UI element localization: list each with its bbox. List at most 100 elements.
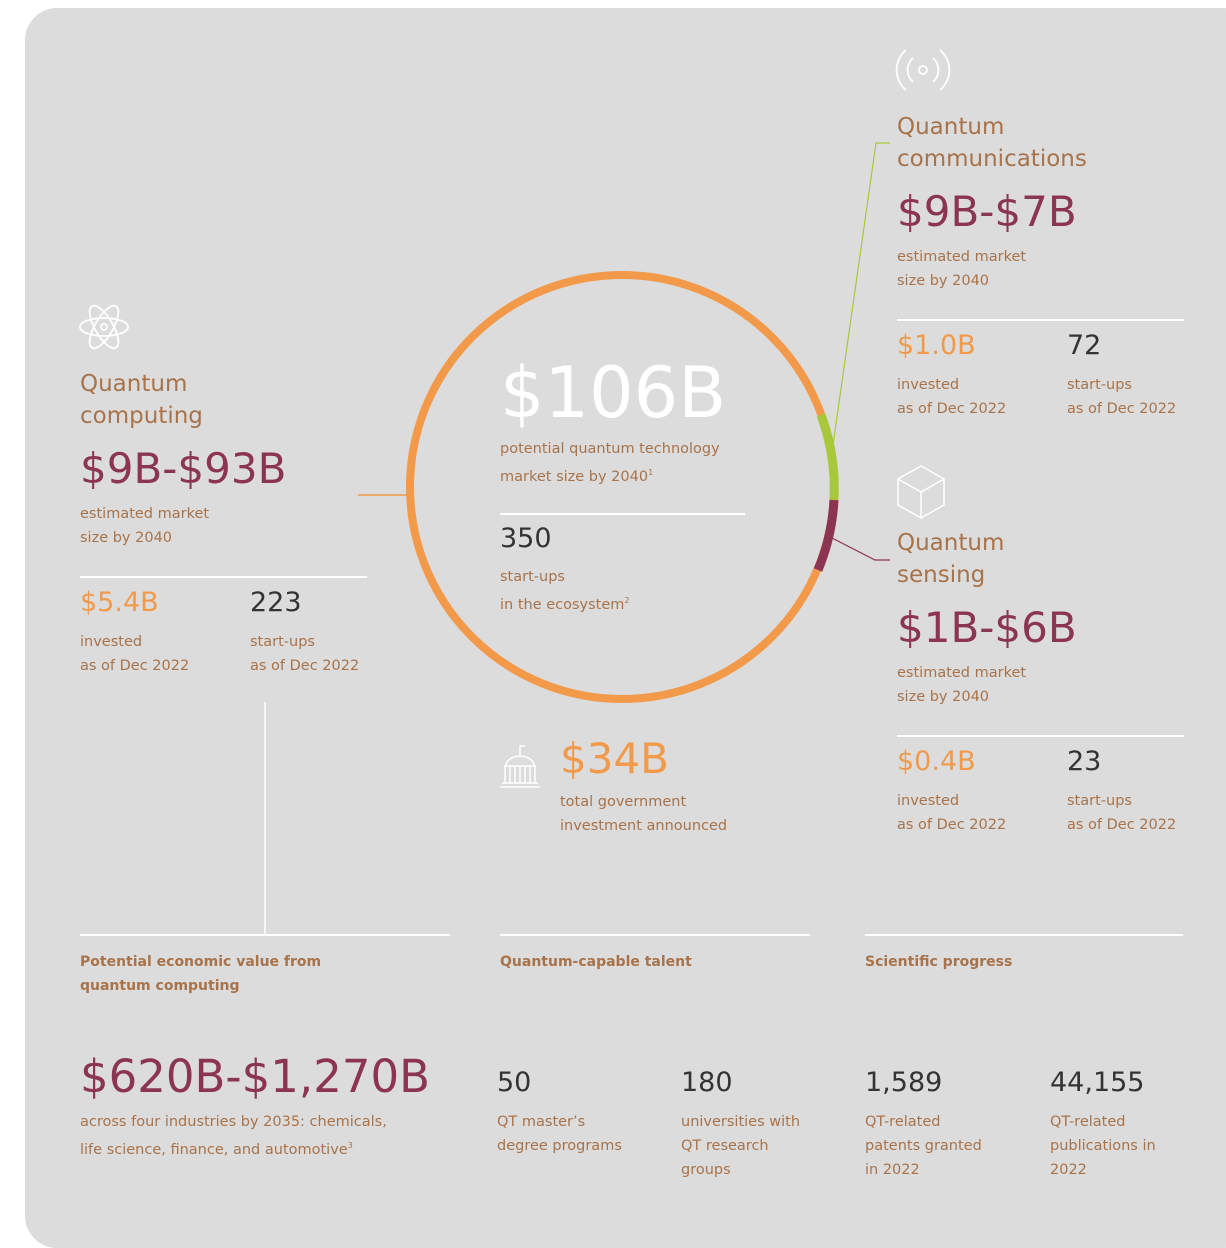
segment-range-label-line: size by 2040: [80, 530, 173, 546]
section-heading: Potential economic value from quantum com…: [80, 950, 321, 998]
gov-label: total government investment announced: [560, 790, 727, 838]
stat-label-line: in 2022: [865, 1162, 920, 1178]
startups-label: start-ups as of Dec 2022: [250, 630, 359, 678]
startups: 223: [250, 587, 302, 618]
invested-label: invested as of Dec 2022: [80, 630, 189, 678]
rule: [897, 319, 1184, 321]
segment-range-label: estimated market size by 2040: [80, 502, 209, 550]
segment-title: Quantum communications: [897, 111, 1087, 175]
startups-label: start-ups as of Dec 2022: [1067, 789, 1176, 837]
total-startups-label: start-ups in the ecosystem2: [500, 565, 630, 617]
segment-title-line: Quantum: [897, 530, 1005, 556]
economic-label-line: life science, finance, and automotive3: [80, 1141, 353, 1158]
footnote: 1: [648, 468, 654, 477]
invested-label-line: as of Dec 2022: [897, 401, 1007, 417]
stat-label-line: publications in: [1050, 1138, 1156, 1154]
startups-label-line: as of Dec 2022: [1067, 817, 1177, 833]
section-heading: Scientific progress: [865, 950, 1012, 974]
stat-label-line: groups: [681, 1162, 731, 1178]
total-value: $106B: [500, 352, 727, 434]
stat-label-line: QT-related: [1050, 1114, 1126, 1130]
total-label-line: market size by 20401: [500, 468, 654, 485]
startups: 72: [1067, 330, 1102, 361]
rule: [80, 934, 450, 936]
startups-label-line: start-ups: [1067, 793, 1132, 809]
segment-title-line: communications: [897, 146, 1087, 172]
segment-title-line: Quantum: [897, 114, 1005, 140]
segment-range: $9B-$93B: [80, 444, 287, 493]
invested: $1.0B: [897, 330, 976, 361]
icon-cube: [897, 465, 945, 519]
segment-range-label-line: size by 2040: [897, 689, 990, 705]
total-label: potential quantum technology market size …: [500, 437, 720, 489]
stat-label: QT master’s degree programs: [497, 1110, 622, 1158]
invested-label: invested as of Dec 2022: [897, 789, 1006, 837]
card: [25, 8, 1226, 1248]
segment-title: Quantum computing: [80, 368, 203, 432]
segment-range-label-line: estimated market: [897, 665, 1027, 681]
startups-label-line: as of Dec 2022: [1067, 401, 1177, 417]
stat-label: QT-related patents granted in 2022: [865, 1110, 982, 1182]
invested-label-line: invested: [80, 634, 143, 650]
stat-label-line: QT-related: [865, 1114, 941, 1130]
rule: [500, 934, 810, 936]
section-heading-line: Potential economic value from: [80, 954, 322, 970]
footnote: 2: [624, 596, 630, 605]
gov-value: $34B: [560, 734, 669, 783]
section-heading-line: Quantum-capable talent: [500, 954, 692, 970]
startups: 23: [1067, 746, 1102, 777]
stat-label-line: patents granted: [865, 1138, 982, 1154]
icon-comm: [895, 49, 951, 91]
segment-title-line: sensing: [897, 562, 986, 588]
invested-label: invested as of Dec 2022: [897, 373, 1006, 421]
startups-label-line: as of Dec 2022: [250, 658, 360, 674]
stat-label-line: degree programs: [497, 1138, 622, 1154]
rule: [865, 934, 1183, 936]
total-startups-label-line: in the ecosystem2: [500, 596, 630, 613]
page: Quantum computing $9B-$93B estimated market…: [25, 8, 1226, 1248]
stat-value: 44,155: [1050, 1067, 1145, 1098]
startups-label-line: start-ups: [250, 634, 315, 650]
rule: [897, 735, 1184, 737]
stat-label: QT-related publications in 2022: [1050, 1110, 1156, 1182]
ring-sens: [813, 499, 839, 572]
segment-range-label: estimated market size by 2040: [897, 245, 1026, 293]
invested: $5.4B: [80, 587, 159, 618]
stat-label-line: universities with: [681, 1114, 801, 1130]
segment-range: $1B-$6B: [897, 603, 1077, 652]
segment-title-line: computing: [80, 403, 203, 429]
connector: [832, 142, 890, 446]
icon-atom: [79, 304, 129, 350]
total-label-line: potential quantum technology: [500, 441, 720, 457]
invested-label-line: invested: [897, 793, 960, 809]
ring-comm: [816, 413, 839, 501]
invested: $0.4B: [897, 746, 976, 777]
segment-range-label-line: estimated market: [897, 249, 1027, 265]
segment-title-line: Quantum: [80, 371, 188, 397]
section-heading-line: quantum computing: [80, 978, 240, 994]
startups-label-line: start-ups: [1067, 377, 1132, 393]
invested-label-line: as of Dec 2022: [897, 817, 1007, 833]
connector: [831, 537, 890, 561]
economic-value: $620B-$1,270B: [80, 1050, 430, 1103]
segment-title: Quantum sensing: [897, 527, 1004, 591]
footnote: 3: [347, 1141, 353, 1150]
section-heading: Quantum-capable talent: [500, 950, 692, 974]
invested-label-line: as of Dec 2022: [80, 658, 190, 674]
segment-range: $9B-$7B: [897, 187, 1077, 236]
segment-range-label-line: size by 2040: [897, 273, 990, 289]
gov-label-line: investment announced: [560, 818, 728, 834]
stat-value: 50: [497, 1067, 532, 1098]
total-startups-label-line: start-ups: [500, 569, 565, 585]
gov-label-line: total government: [560, 794, 687, 810]
total-startups: 350: [500, 523, 552, 554]
section-heading-line: Scientific progress: [865, 954, 1013, 970]
icon-gov: [500, 745, 540, 788]
graphics: [79, 49, 951, 935]
segment-range-label: estimated market size by 2040: [897, 661, 1026, 709]
stat-value: 180: [681, 1067, 733, 1098]
stat-label-line: QT research: [681, 1138, 769, 1154]
startups-label: start-ups as of Dec 2022: [1067, 373, 1176, 421]
rule: [80, 576, 367, 578]
stat-value: 1,589: [865, 1067, 943, 1098]
